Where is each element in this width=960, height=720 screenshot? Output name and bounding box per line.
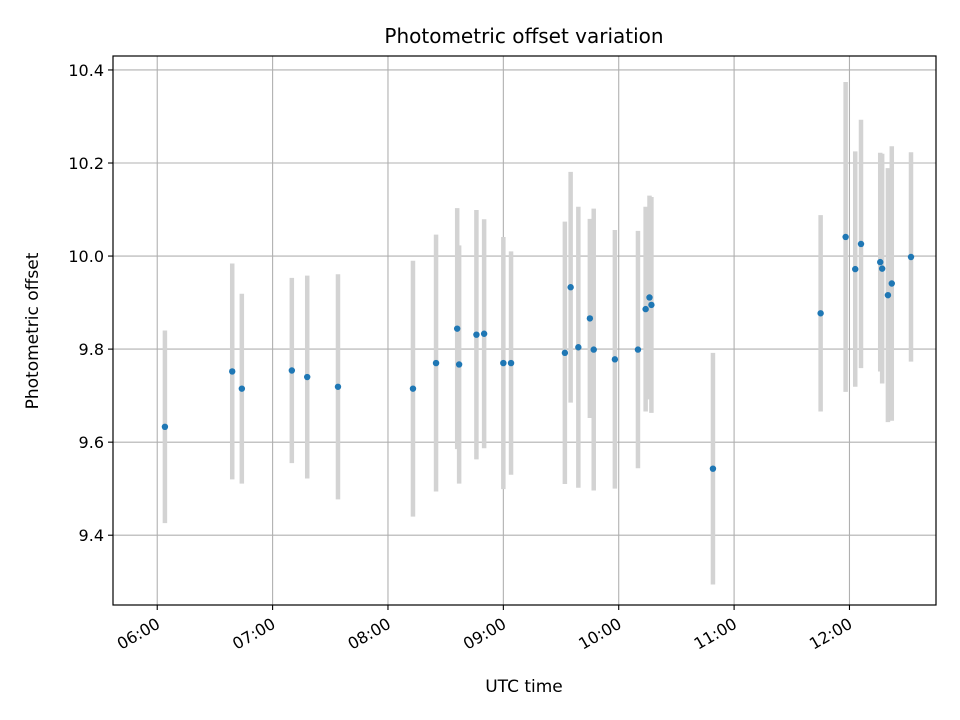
- data-point: [878, 265, 886, 272]
- data-point: [453, 325, 461, 332]
- data-point: [567, 284, 574, 291]
- data-point: [334, 383, 342, 390]
- data-point: [161, 423, 169, 431]
- data-point: [586, 315, 594, 322]
- data-point: [648, 301, 655, 309]
- data-point: [852, 265, 859, 273]
- y-tick-label: 9.4: [79, 526, 104, 545]
- data-point: [409, 385, 417, 392]
- chart-title: Photometric offset variation: [384, 24, 663, 48]
- data-point: [229, 368, 236, 375]
- data-point: [432, 359, 440, 367]
- data-point: [817, 310, 824, 317]
- data-point: [877, 258, 884, 266]
- data-point: [455, 361, 463, 368]
- data-point: [561, 349, 569, 357]
- data-point: [884, 291, 892, 299]
- data-point: [500, 359, 507, 367]
- y-tick-label: 10.0: [68, 247, 104, 266]
- data-point: [709, 465, 717, 472]
- data-point: [238, 385, 246, 392]
- grid: [113, 56, 936, 605]
- data-point: [642, 305, 649, 313]
- data-point: [288, 367, 296, 374]
- data-point: [575, 344, 582, 351]
- data-point: [304, 373, 311, 381]
- data-point: [634, 346, 642, 353]
- data-point: [611, 356, 619, 363]
- data-point: [590, 346, 597, 353]
- data-point: [507, 359, 515, 367]
- y-tick-label: 10.2: [68, 154, 104, 173]
- data-point: [907, 253, 915, 261]
- data-point: [842, 233, 849, 241]
- y-tick-label: 10.4: [68, 61, 104, 80]
- plot-frame: [112, 55, 937, 606]
- y-tick-label: 9.8: [79, 340, 104, 359]
- y-axis-title: Photometric offset: [23, 252, 43, 409]
- x-axis-title: UTC time: [485, 677, 563, 697]
- y-tick-label: 9.6: [79, 433, 104, 452]
- data-point: [480, 330, 488, 337]
- data-point: [857, 240, 865, 248]
- data-point: [888, 280, 895, 287]
- data-point: [646, 294, 653, 301]
- data-point: [473, 331, 480, 338]
- data-points: [161, 233, 915, 472]
